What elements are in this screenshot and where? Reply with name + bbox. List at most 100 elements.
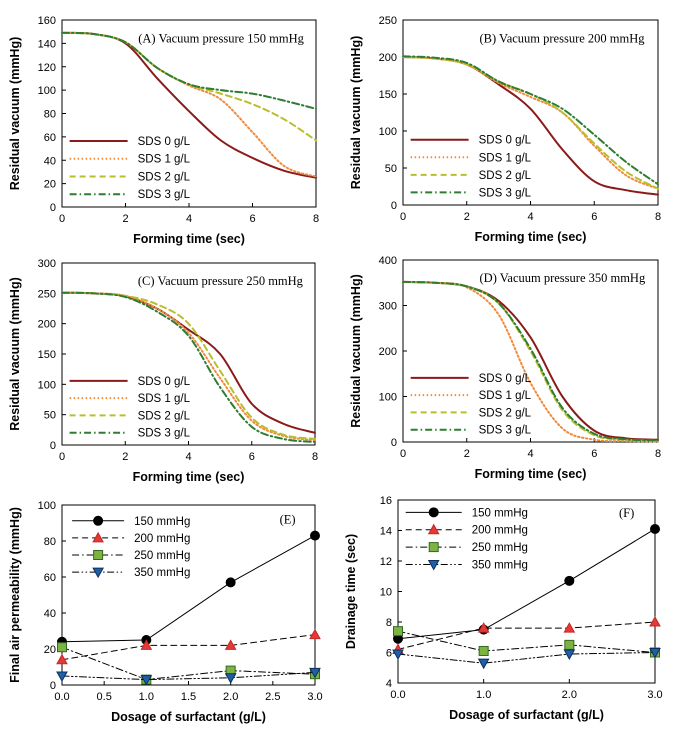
y-tick-label: 140 (38, 38, 56, 50)
data-point-circle (650, 523, 660, 534)
data-point-triangle-down (56, 671, 68, 683)
legend-entry: 250 mmHg (134, 550, 190, 562)
x-axis-label: Dosage of surfactant (g/L) (449, 708, 604, 722)
series-line (61, 646, 316, 681)
panel-title: (E) (280, 512, 296, 526)
series-4 (392, 648, 661, 670)
x-tick-label: 1.0 (139, 691, 154, 703)
y-tick-label: 80 (44, 109, 56, 121)
y-tick-label: 120 (38, 62, 56, 74)
legend-marker-circle (428, 507, 439, 518)
series-line (61, 671, 316, 681)
x-tick-label: 0 (400, 448, 406, 460)
x-tick-label: 6 (591, 448, 597, 460)
x-tick-label: 0.5 (97, 691, 112, 703)
data-point-circle (310, 530, 320, 541)
x-tick-label: 1.0 (476, 689, 491, 701)
x-tick-label: 2 (122, 451, 128, 463)
series-4 (402, 280, 659, 442)
legend-marker-triangle-down (427, 559, 440, 571)
y-tick-label: 100 (379, 392, 397, 404)
panel-title: (F) (619, 506, 634, 520)
y-tick-label: 60 (44, 572, 56, 584)
y-tick-label: 12 (380, 556, 392, 568)
data-point-triangle-up (56, 653, 68, 665)
x-tick-label: 8 (312, 451, 318, 463)
data-point-square (393, 626, 403, 637)
legend-entry: 150 mmHg (472, 507, 528, 519)
series-line (397, 652, 656, 664)
legend-entry: SDS 3 g/L (479, 425, 532, 437)
legend-d: SDS 0 g/L SDS 1 g/L SDS 2 g/L SDS 3 g/L (410, 373, 532, 437)
legend-entry: SDS 0 g/L (138, 136, 191, 148)
legend-entry: SDS 0 g/L (138, 376, 191, 388)
legend-entry: SDS 2 g/L (479, 407, 532, 419)
y-tick-label: 400 (379, 255, 397, 267)
y-tick-label: 300 (379, 301, 397, 313)
legend-entry: SDS 3 g/L (138, 189, 191, 201)
panel-c: 0 2 4 6 8 0 50 100 150 200 250 300 Forming time (sec… (8, 258, 318, 484)
series-line (402, 280, 659, 442)
data-point-square (478, 645, 489, 656)
data-point-triangle-up (224, 639, 237, 650)
data-point-square (57, 642, 67, 653)
y-tick-label: 10 (380, 587, 392, 599)
x-tick-label: 2.0 (223, 691, 238, 703)
y-tick-label: 150 (379, 89, 397, 101)
series-line (61, 535, 316, 643)
x-tick-label: 0.0 (390, 689, 405, 701)
data-point-square (564, 639, 575, 650)
data-point-triangle-down (649, 648, 661, 659)
y-tick-label: 0 (391, 437, 397, 449)
x-axis-label: Forming time (sec) (133, 232, 245, 246)
y-tick-label: 200 (38, 319, 56, 331)
series-line (402, 55, 659, 186)
series-line (397, 528, 656, 640)
x-tick-label: 2.0 (562, 689, 577, 701)
legend-a: SDS 0 g/L SDS 1 g/L SDS 2 g/L SDS 3 g/L (69, 136, 191, 201)
data-point-triangle-up (649, 615, 661, 627)
series-4 (402, 55, 659, 186)
legend-entry: SDS 2 g/L (138, 410, 191, 422)
legend-entry: SDS 1 g/L (479, 390, 532, 402)
data-point-triangle-down (392, 649, 404, 661)
legend-marker-square (93, 550, 104, 560)
series-line (402, 280, 659, 442)
y-tick-label: 100 (38, 85, 56, 97)
legend-entry: 150 mmHg (134, 516, 190, 528)
x-tick-label: 1.5 (181, 691, 196, 703)
data-point-triangle-up (140, 639, 153, 650)
x-axis-label: Dosage of surfactant (g/L) (111, 710, 266, 724)
x-tick-label: 6 (249, 213, 255, 225)
x-tick-label: 6 (249, 451, 255, 463)
legend-entry: SDS 0 g/L (479, 135, 532, 147)
series-line (61, 31, 317, 110)
y-tick-label: 8 (386, 617, 392, 629)
x-tick-label: 3.0 (647, 689, 662, 701)
series-line (397, 630, 656, 653)
panel-d: 0 2 4 6 8 0 100 200 300 400 Forming time (sec) Resi… (349, 255, 661, 481)
y-tick-label: 40 (44, 608, 56, 620)
x-tick-label: 8 (655, 211, 661, 223)
y-tick-label: 0 (391, 200, 397, 212)
legend-entry: 350 mmHg (134, 567, 190, 579)
data-point-triangle-down (563, 649, 576, 661)
y-tick-label: 300 (38, 258, 56, 270)
series-4 (61, 31, 317, 110)
legend-entry: SDS 1 g/L (138, 393, 191, 405)
y-tick-label: 250 (379, 15, 397, 27)
x-tick-label: 2 (464, 211, 470, 223)
data-point-triangle-down (224, 673, 237, 684)
legend-f: 150 mmHg 200 mmHg 250 mmHg 350 mmHg (405, 507, 528, 571)
x-tick-label: 8 (655, 448, 661, 460)
y-tick-label: 40 (44, 155, 56, 167)
y-tick-label: 100 (38, 500, 56, 512)
series-line (61, 291, 316, 443)
y-tick-label: 20 (44, 644, 56, 656)
legend-entry: 250 mmHg (472, 542, 528, 554)
legend-entry: 200 mmHg (472, 525, 528, 537)
y-tick-label: 20 (44, 179, 56, 191)
x-tick-label: 8 (313, 213, 319, 225)
data-point-triangle-up (563, 622, 576, 633)
